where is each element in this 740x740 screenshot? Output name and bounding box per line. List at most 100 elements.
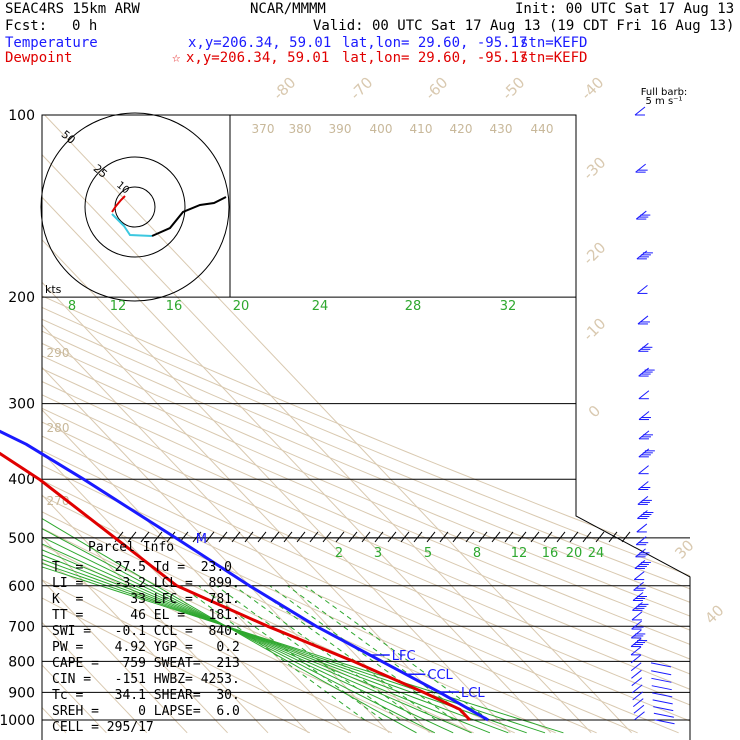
hodograph-trace-upper — [151, 196, 227, 237]
dry-adiabat — [42, 115, 556, 734]
theta-e-label: 28 — [405, 299, 422, 314]
mixing-ratio-line — [287, 585, 472, 721]
theta-label: 280 — [47, 421, 70, 435]
pressure-tick-label: 400 — [8, 472, 35, 488]
dewpoint-trace — [0, 451, 471, 722]
hodograph-trace-mid — [111, 213, 153, 237]
hatch-mark — [374, 531, 384, 543]
pressure-tick-label: 800 — [8, 654, 35, 670]
level-label-lcl: LCL — [461, 686, 485, 701]
wind-barb — [635, 536, 647, 546]
parcel-info-title: Parcel Info — [88, 540, 175, 555]
pressure-tick-label: 500 — [8, 531, 35, 547]
mixing-ratio-label: 2 — [335, 546, 343, 561]
parcel-info-line: K = 33 LFC = 781. — [52, 592, 240, 607]
dry-adiabat — [42, 115, 690, 734]
hatch-mark — [608, 531, 618, 543]
wind-barb-low — [651, 685, 672, 691]
isotherm — [42, 115, 228, 734]
isotherm — [42, 115, 511, 734]
hatch-mark — [387, 531, 397, 543]
parcel-info-line: PW = 4.92 YGP = 0.2 — [52, 640, 240, 655]
isotherm-label: -20 — [579, 238, 609, 268]
temperature-stn: stn=KEFD — [520, 35, 588, 51]
isotherm-label: -80 — [269, 73, 299, 103]
hodograph-trace-low — [111, 195, 126, 213]
wind-barb-low — [651, 670, 672, 676]
dry-adiabat — [42, 115, 690, 734]
mixing-ratio-label: 3 — [374, 546, 382, 561]
wind-barb-low — [652, 699, 673, 705]
isotherm-label: -30 — [579, 153, 609, 183]
pressure-tick-label: 600 — [8, 579, 35, 595]
hatch-mark — [400, 531, 410, 543]
wind-barb — [634, 711, 645, 721]
parcel-info-line: TT = 46 EL = 181. — [52, 608, 240, 623]
dry-adiabat — [42, 115, 690, 734]
hatch-mark — [127, 531, 137, 543]
wind-barb — [630, 654, 642, 664]
hatch-mark — [530, 531, 540, 543]
hatch-mark — [192, 531, 202, 543]
theta-label: 390 — [329, 122, 352, 136]
level-marker-m: M — [196, 532, 207, 547]
wind-barb — [634, 106, 646, 116]
hatch-mark — [465, 531, 475, 543]
wind-barb-low — [651, 677, 672, 683]
parcel-info-line: SWI = -0.1 CCL = 840. — [52, 624, 240, 639]
hatch-mark — [218, 531, 228, 543]
wind-barb — [637, 481, 649, 490]
theta-label: 440 — [531, 122, 554, 136]
isotherm-label: -70 — [346, 73, 376, 103]
wind-barb-low — [653, 712, 674, 718]
parcel-info-line: T = 27.5 Td = 23.0 — [52, 560, 233, 575]
moist-adiabat — [42, 268, 527, 734]
mixing-ratio-label: 24 — [588, 546, 605, 561]
theta-label: 290 — [47, 346, 70, 360]
wind-barb — [638, 465, 649, 475]
pressure-tick-label: 100 — [8, 108, 35, 124]
moist-adiabat — [42, 268, 491, 734]
dry-adiabat — [42, 115, 690, 734]
mixing-ratio-line — [216, 585, 401, 721]
hodograph-ring-label: 50 — [59, 128, 78, 147]
wind-barb — [632, 698, 644, 708]
mixing-ratio-label: 5 — [424, 546, 432, 561]
isotherm — [42, 115, 592, 734]
mixing-ratio-label: 8 — [473, 546, 481, 561]
isotherm — [42, 115, 430, 734]
hatch-mark — [270, 531, 280, 543]
temperature-legend: Temperature — [5, 35, 98, 51]
isotherm — [42, 115, 269, 734]
hatch-mark — [244, 531, 254, 543]
wind-barb — [637, 315, 649, 325]
wind-barb — [630, 646, 642, 656]
parcel-info-line: Tc = 34.1 SHEAR= 30. — [52, 688, 240, 703]
dry-adiabat — [42, 115, 679, 734]
wind-barb — [631, 669, 642, 679]
moist-adiabat — [42, 268, 509, 734]
wind-barb — [637, 285, 648, 294]
isotherm-label: -40 — [577, 73, 607, 103]
theta-e-label: 12 — [110, 299, 127, 314]
dry-adiabat — [42, 115, 690, 734]
hatch-mark — [504, 531, 514, 543]
dry-adiabat — [42, 115, 311, 734]
theta-label: 370 — [252, 122, 275, 136]
theta-e-label: 24 — [312, 299, 329, 314]
wind-barb-low — [653, 706, 674, 712]
wind-barb — [632, 691, 643, 701]
wind-barb — [633, 704, 645, 714]
hodograph-ring — [40, 112, 230, 302]
hatch-mark — [153, 531, 163, 543]
theta-e-label: 16 — [166, 299, 183, 314]
isotherm — [42, 115, 471, 734]
hatch-mark — [569, 531, 579, 543]
pressure-tick-label: 900 — [8, 685, 35, 701]
hodograph-kts-label: kts — [45, 283, 62, 296]
mixing-ratio-label: 12 — [511, 546, 528, 561]
wind-barb — [631, 620, 642, 630]
dewpoint-latlon: lat,lon= 29.60, -95.17 — [342, 50, 528, 66]
dry-adiabat — [42, 115, 690, 734]
